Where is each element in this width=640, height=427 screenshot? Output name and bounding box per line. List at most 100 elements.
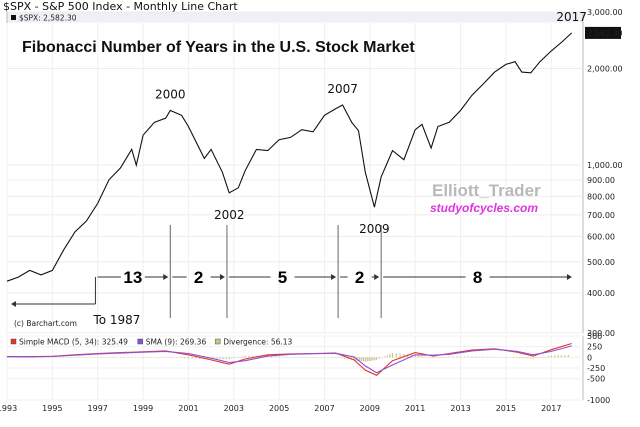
divergence-bar-5-0	[119, 356, 121, 358]
divergence-bar-27-2	[557, 355, 559, 358]
x-tick-label-0: 1993	[0, 404, 17, 413]
divergence-bar-2-4	[66, 356, 69, 358]
divergence-bar-8-1	[191, 357, 193, 359]
divergence-bar-7-0	[165, 356, 167, 358]
macd-legend-label-2: Divergence: 56.13	[223, 338, 292, 347]
divergence-bar-2-5	[70, 356, 72, 358]
divergence-bar-16-3	[359, 357, 361, 361]
divergence-bar-15-3	[344, 357, 346, 359]
divergence-bar-8-0	[187, 357, 190, 359]
divergence-bar-16-5	[362, 357, 365, 362]
divergence-bar-22-5	[467, 356, 469, 358]
divergence-bar-21-0	[432, 357, 434, 359]
divergence-bar-1-0	[29, 357, 31, 358]
divergence-bar-14-0	[312, 357, 314, 358]
macd-y-tick-label-4: -500	[587, 375, 605, 384]
peak-label-1: 2007	[327, 82, 358, 96]
divergence-bar-4-5	[116, 356, 118, 358]
macd-series-line-1	[7, 345, 572, 374]
divergence-bar-4-2	[104, 356, 106, 358]
divergence-bar-16-0	[353, 357, 355, 361]
divergence-bar-13-4	[304, 357, 307, 358]
divergence-bar-25-2	[521, 357, 524, 359]
main-legend-label: $SPX: 2,582.30	[19, 14, 77, 23]
divergence-bar-26-2	[538, 357, 540, 358]
divergence-bar-24-0	[493, 356, 496, 358]
segment-label-1: 2	[194, 268, 203, 287]
divergence-bar-12-3	[278, 356, 280, 358]
divergence-bar-22-1	[452, 356, 454, 358]
divergence-bar-22-4	[463, 356, 465, 358]
divergence-bar-18-0	[376, 357, 378, 360]
divergence-bar-1-4	[44, 357, 46, 358]
divergence-bar-25-4	[527, 357, 529, 359]
divergence-bar-10-5	[241, 356, 244, 358]
divergence-bar-4-1	[100, 356, 103, 358]
divergence-bar-22-0	[448, 356, 450, 358]
segment-label-0: 13	[123, 268, 142, 287]
divergence-bar-20-4	[426, 357, 428, 358]
main-legend-swatch	[11, 15, 16, 20]
divergence-bar-23-3	[482, 356, 484, 358]
to-1987-label: To 1987	[92, 313, 140, 327]
x-tick-label-4: 2001	[178, 404, 198, 413]
divergence-bar-0-4	[21, 357, 23, 358]
segment-label-3: 2	[355, 268, 364, 287]
divergence-bar-13-1	[293, 356, 295, 358]
segment-label-4: 8	[473, 268, 482, 287]
divergence-bar-6-0	[142, 356, 144, 358]
divergence-bar-14-2	[320, 357, 322, 358]
divergence-bar-5-2	[127, 356, 129, 358]
macd-legend-swatch-0	[10, 338, 17, 345]
divergence-bar-7-5	[184, 357, 186, 359]
macd-y-tick-label-0: 500	[587, 332, 602, 341]
divergence-bar-15-1	[338, 357, 340, 358]
divergence-bar-21-4	[443, 357, 445, 358]
divergence-bar-17-2	[368, 357, 370, 362]
divergence-bar-2-0	[51, 357, 53, 358]
peak-label-0: 2000	[155, 88, 186, 102]
divergence-bar-15-2	[341, 357, 343, 359]
divergence-bar-20-1	[417, 355, 419, 358]
divergence-bar-3-1	[78, 356, 80, 358]
divergence-bar-1-3	[40, 357, 42, 358]
divergence-bar-1-1	[32, 357, 35, 358]
x-tick-label-12: 2017	[541, 404, 561, 413]
divergence-bar-15-0	[335, 357, 337, 358]
divergence-bar-0-5	[25, 357, 27, 358]
divergence-bar-20-3	[423, 356, 425, 358]
macd-y-tick-label-3: -250	[587, 364, 605, 373]
watermark-studyofcycles: studyofcycles.com	[430, 201, 538, 215]
divergence-bar-7-4	[180, 357, 182, 359]
divergence-bar-3-2	[81, 356, 84, 358]
divergence-bar-23-1	[475, 356, 477, 358]
divergence-bar-14-1	[316, 357, 318, 358]
divergence-bar-15-4	[347, 357, 349, 360]
divergence-bar-24-5	[512, 357, 515, 358]
trough-label-0: 2002	[214, 208, 245, 222]
y-tick-label-3: 900.00	[587, 176, 615, 185]
divergence-bar-27-4	[564, 355, 566, 358]
divergence-bar-12-2	[274, 356, 276, 358]
divergence-bar-13-0	[289, 356, 292, 358]
divergence-bar-8-3	[199, 357, 201, 359]
macd-y-tick-label-2: 0	[587, 353, 592, 362]
divergence-bar-12-1	[270, 356, 273, 358]
main-legend-bar	[7, 12, 583, 23]
last-value-label: 2,582.30	[587, 29, 623, 38]
divergence-bar-0-2	[13, 357, 16, 358]
last-value-box	[585, 26, 621, 39]
divergence-bar-24-2	[501, 357, 503, 358]
divergence-bar-6-1	[146, 356, 148, 358]
divergence-bar-9-1	[213, 357, 215, 360]
chart-header-title: $SPX - S&P 500 Index - Monthly Line Char…	[3, 0, 238, 13]
divergence-bar-13-3	[301, 357, 303, 358]
segment-arrow-0	[163, 274, 169, 280]
divergence-bar-11-2	[252, 355, 254, 358]
divergence-bar-27-0	[550, 355, 552, 358]
divergence-bar-14-4	[327, 357, 329, 358]
main-panel-frame	[6, 11, 584, 334]
divergence-bar-26-1	[535, 357, 537, 359]
divergence-bar-27-3	[560, 355, 563, 358]
